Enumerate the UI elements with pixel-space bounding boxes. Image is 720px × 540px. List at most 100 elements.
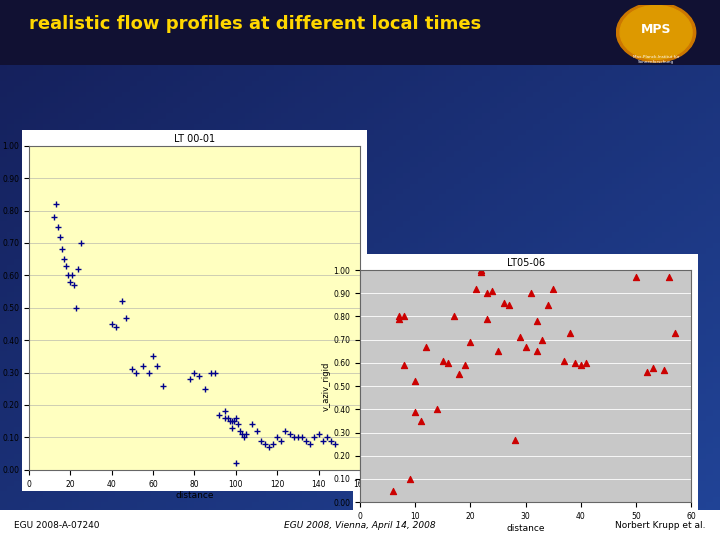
X-axis label: distance: distance (175, 491, 214, 500)
Text: EGU 2008, Vienna, April 14, 2008: EGU 2008, Vienna, April 14, 2008 (284, 521, 436, 530)
Point (509, 435, 521, 444)
Point (127, 365, 138, 374)
Point (404, 475, 415, 483)
Point (214, 410, 225, 419)
Point (120, 313, 132, 322)
Point (54, 232, 66, 241)
Point (580, 359, 592, 367)
Text: Norbert Krupp et al.: Norbert Krupp et al. (615, 521, 706, 530)
Point (240, 430, 252, 438)
Point (224, 417, 235, 426)
Point (73, 265, 84, 273)
Point (329, 440, 341, 448)
Point (309, 433, 320, 442)
Point (387, 486, 399, 495)
Point (448, 312, 459, 321)
Point (205, 368, 217, 377)
Point (503, 300, 515, 309)
Point (184, 375, 196, 383)
Point (116, 297, 127, 306)
Point (547, 284, 559, 293)
Point (68, 281, 80, 289)
Point (56, 245, 68, 254)
Point (420, 342, 432, 351)
Point (230, 414, 242, 422)
Title: LT05-06: LT05-06 (507, 258, 544, 268)
Point (498, 298, 509, 307)
Point (284, 430, 295, 438)
Point (514, 333, 526, 342)
Point (137, 362, 148, 370)
Point (234, 427, 246, 435)
Point (531, 347, 542, 355)
Point (220, 407, 231, 416)
Point (292, 433, 304, 442)
Point (658, 366, 670, 374)
Point (238, 433, 250, 442)
Point (131, 368, 143, 377)
Point (66, 271, 78, 280)
Point (106, 320, 117, 328)
Point (236, 430, 248, 438)
Point (222, 414, 233, 422)
Point (642, 368, 653, 376)
Point (398, 361, 410, 369)
Text: EGU 2008-A-07240: EGU 2008-A-07240 (14, 521, 100, 530)
Point (647, 363, 658, 372)
Text: MPS: MPS (641, 23, 671, 36)
Point (210, 368, 221, 377)
Point (559, 356, 570, 365)
Point (321, 433, 333, 442)
Point (147, 352, 158, 361)
Title: LT 00-01: LT 00-01 (174, 133, 215, 144)
Point (259, 440, 271, 448)
Point (415, 417, 426, 426)
Point (267, 440, 279, 448)
Point (437, 356, 449, 365)
Point (71, 303, 82, 312)
Point (312, 430, 324, 438)
Point (536, 335, 548, 344)
Point (531, 317, 542, 326)
Point (193, 372, 204, 380)
Point (65, 278, 76, 286)
Point (476, 266, 487, 274)
Point (60, 261, 72, 270)
Point (226, 423, 238, 432)
Point (58, 255, 70, 264)
Circle shape (620, 5, 692, 59)
Circle shape (616, 3, 696, 62)
Point (443, 359, 454, 367)
Point (317, 436, 328, 445)
Point (575, 361, 587, 369)
Point (232, 420, 243, 429)
Point (393, 314, 405, 323)
Point (410, 377, 421, 386)
Point (288, 433, 300, 442)
Text: Max-Planck-Institut für
Sonnenforschung: Max-Planck-Institut für Sonnenforschung (633, 55, 680, 64)
Y-axis label: v_aziv_rigid: v_aziv_rigid (322, 361, 330, 411)
Point (63, 271, 74, 280)
Point (199, 384, 210, 393)
Point (251, 427, 262, 435)
Point (393, 312, 405, 321)
Point (263, 443, 274, 451)
Point (255, 436, 266, 445)
Point (470, 284, 482, 293)
Point (158, 381, 169, 390)
Point (300, 436, 312, 445)
Point (564, 328, 575, 337)
Point (246, 420, 258, 429)
Point (542, 300, 554, 309)
Point (297, 433, 308, 442)
Point (151, 362, 163, 370)
Point (669, 328, 680, 337)
Point (276, 436, 287, 445)
Point (75, 239, 86, 247)
Point (454, 370, 465, 379)
Point (464, 338, 476, 346)
Point (459, 361, 471, 369)
Point (50, 200, 61, 208)
Point (398, 312, 410, 321)
Point (230, 459, 242, 468)
